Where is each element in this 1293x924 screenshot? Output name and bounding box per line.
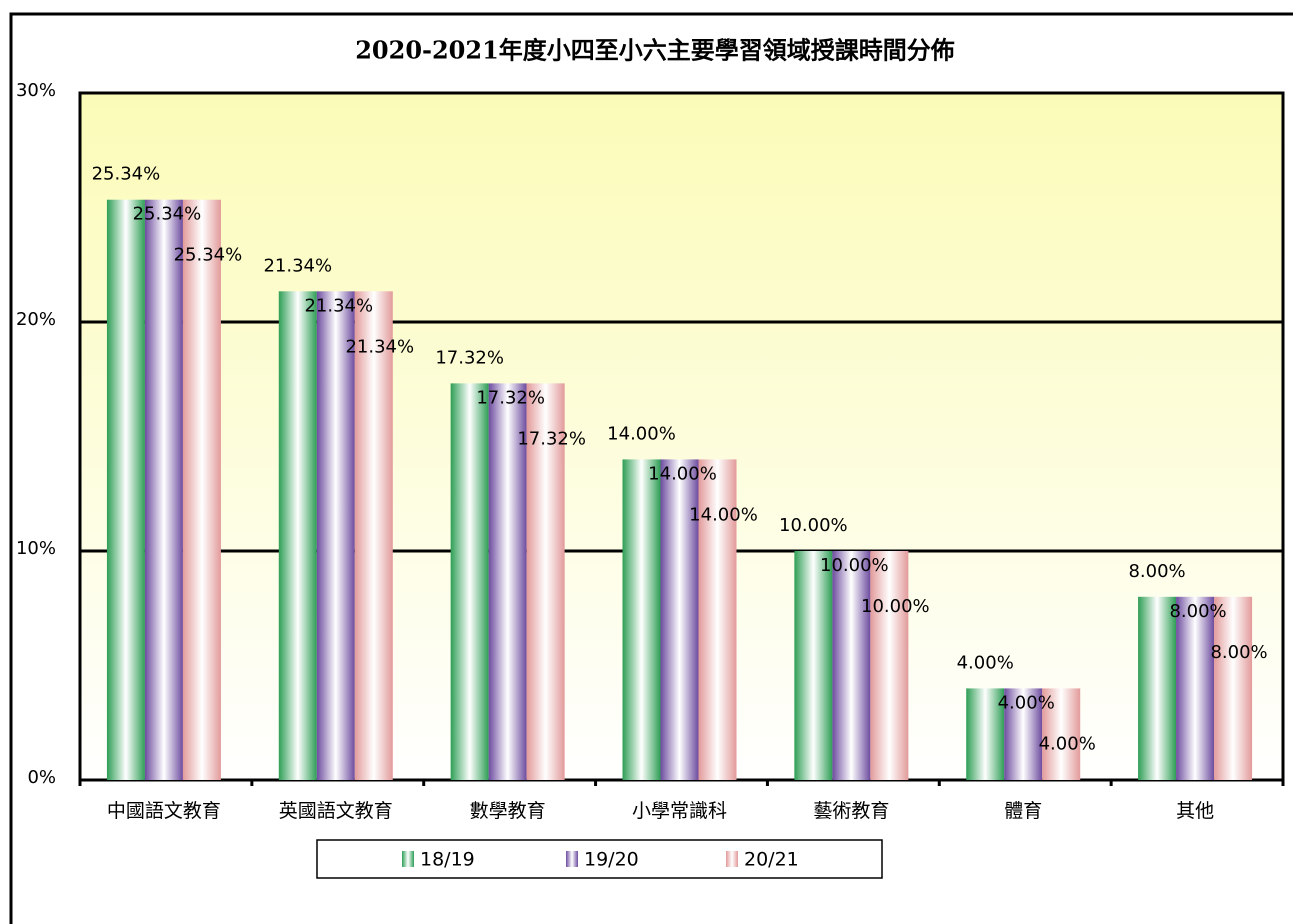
value-label: 10.00% (779, 515, 848, 536)
value-label: 14.00% (648, 463, 717, 484)
legend-label: 19/20 (584, 849, 639, 871)
bar (1138, 596, 1177, 780)
legend-swatch (402, 851, 414, 867)
value-label: 21.34% (304, 295, 373, 316)
bar (526, 383, 565, 780)
legend-label: 18/19 (420, 849, 475, 871)
x-tick-label: 數學教育 (470, 800, 546, 822)
value-label: 17.32% (476, 387, 545, 408)
value-label: 8.00% (1210, 642, 1267, 663)
value-label: 25.34% (174, 245, 243, 266)
y-tick-label: 10% (16, 538, 56, 559)
bar (1042, 688, 1081, 780)
x-tick-label: 中國語文教育 (107, 800, 221, 822)
value-label: 25.34% (133, 204, 202, 225)
bar (832, 551, 871, 780)
value-label: 8.00% (1128, 561, 1185, 582)
bar (278, 291, 317, 780)
value-label: 21.34% (345, 336, 414, 357)
x-tick-label: 其他 (1176, 800, 1214, 822)
bar (354, 291, 393, 780)
legend-swatch (726, 851, 738, 867)
value-label: 4.00% (1039, 733, 1096, 754)
bar (182, 199, 221, 781)
x-tick-label: 體育 (1004, 800, 1042, 822)
bar (488, 383, 527, 780)
value-label: 10.00% (861, 596, 930, 617)
legend-swatch (566, 851, 578, 867)
value-label: 14.00% (607, 423, 676, 444)
bar (144, 199, 183, 781)
value-label: 4.00% (998, 692, 1055, 713)
value-label: 10.00% (820, 555, 889, 576)
x-tick-label: 英國語文教育 (279, 800, 393, 822)
chart-title: 2020-2021年度小四至小六主要學習領域授課時間分佈 (355, 36, 955, 65)
bar (1176, 596, 1215, 780)
value-label: 25.34% (92, 164, 161, 185)
bar (316, 291, 355, 780)
value-label: 8.00% (1169, 601, 1226, 622)
y-tick-label: 0% (27, 767, 56, 788)
bars (106, 199, 1253, 781)
x-tick-label: 藝術教育 (813, 800, 889, 822)
value-label: 4.00% (957, 652, 1014, 673)
value-label: 17.32% (517, 428, 586, 449)
bar (870, 551, 909, 780)
bar (450, 383, 489, 780)
value-label: 17.32% (435, 347, 504, 368)
bar (1214, 596, 1253, 780)
bar (698, 459, 737, 780)
value-label: 14.00% (689, 504, 758, 525)
y-tick-label: 30% (16, 80, 56, 101)
bar (622, 459, 661, 780)
bar (1004, 688, 1043, 780)
bar (966, 688, 1005, 780)
bar (106, 199, 145, 781)
x-tick-label: 小學常識科 (632, 800, 727, 822)
y-tick-label: 20% (16, 309, 56, 330)
legend-label: 20/21 (744, 849, 799, 871)
bar (660, 459, 699, 780)
bar (794, 551, 833, 780)
value-label: 21.34% (263, 255, 332, 276)
